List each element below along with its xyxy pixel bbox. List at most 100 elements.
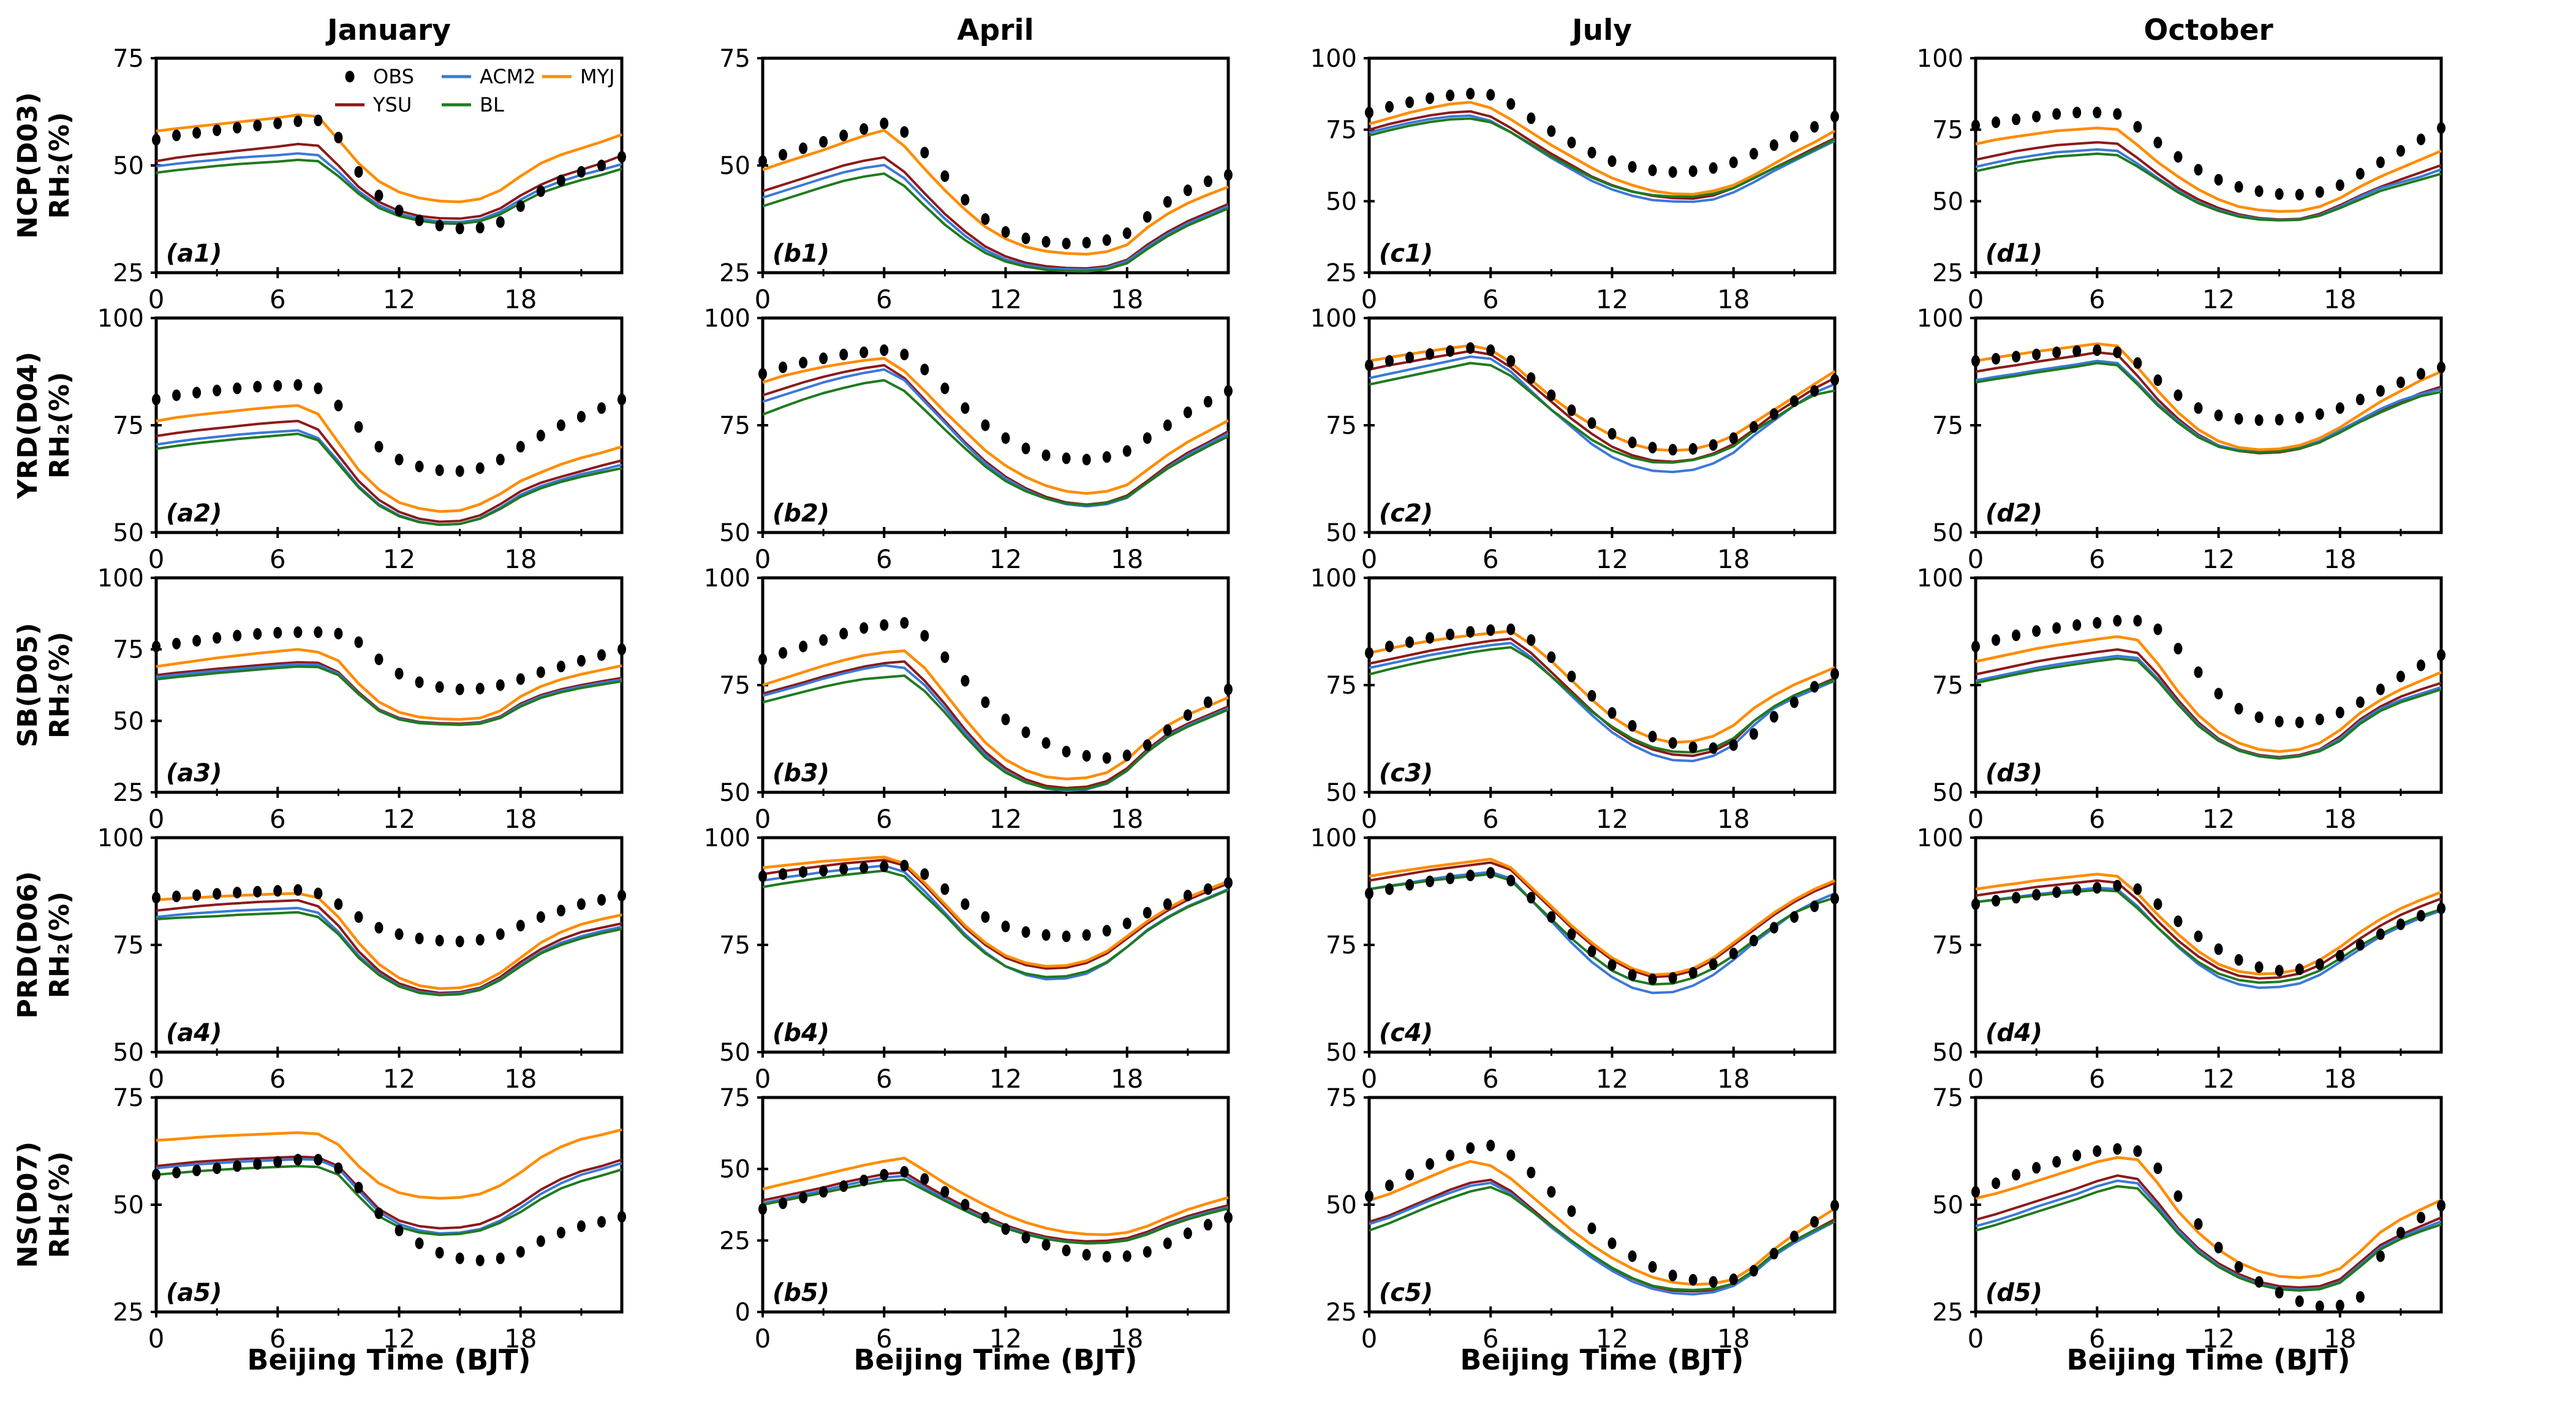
obs-dot [1971, 119, 1980, 132]
obs-dot [1122, 1250, 1131, 1262]
obs-dot [1709, 958, 1718, 970]
obs-dot [618, 393, 626, 406]
obs-dot [1830, 110, 1839, 123]
obs-dot [1527, 634, 1536, 646]
obs-dot [2214, 409, 2223, 422]
y-tick-label: 50 [1326, 1039, 1357, 1067]
obs-dot [2396, 376, 2405, 389]
obs-dot [2113, 108, 2122, 120]
obs-dot [1628, 969, 1637, 981]
x-tick-label: 18 [504, 804, 537, 834]
obs-dot [1567, 404, 1576, 416]
obs-dot [1709, 742, 1718, 754]
series-obs-dots [1971, 1143, 2446, 1313]
x-tick-label: 12 [989, 1064, 1022, 1094]
x-tick-label: 12 [2202, 544, 2235, 574]
x-tick-label: 6 [2089, 544, 2106, 574]
obs-dot [1041, 1238, 1051, 1251]
obs-dot [900, 860, 909, 871]
x-tick-label: 18 [1111, 804, 1143, 834]
obs-dot [1082, 237, 1091, 249]
series-line-bl [762, 869, 1229, 979]
series-line-bl [762, 379, 1229, 507]
x-tick-label: 18 [2324, 804, 2356, 834]
obs-dot [2254, 1276, 2264, 1288]
obs-dot [2214, 173, 2223, 186]
series-line-myj [1369, 857, 1835, 977]
obs-dot [1466, 870, 1475, 882]
x-tick-label: 0 [755, 284, 771, 314]
obs-dot [2254, 185, 2264, 197]
obs-dot [314, 1154, 323, 1166]
series-obs-dots [758, 860, 1233, 942]
obs-dot [152, 1169, 161, 1181]
obs-dot [2032, 889, 2041, 901]
obs-dot [839, 349, 848, 360]
obs-dot [2032, 625, 2041, 637]
obs-dot [1709, 439, 1718, 451]
obs-dot [2093, 1145, 2102, 1157]
y-tick-label: 75 [1932, 116, 1963, 145]
x-tick-label: 18 [1111, 1064, 1143, 1094]
panel-d3: 50 75 100 0 6 12 18 (d3) [1917, 564, 2446, 834]
x-tick-label: 18 [1717, 1324, 1750, 1354]
obs-dot [1789, 1230, 1799, 1243]
x-tick-label: 6 [876, 804, 893, 834]
panel-tag: (d1) [1985, 240, 2042, 268]
obs-dot [1992, 353, 2001, 365]
obs-dot [1648, 164, 1657, 176]
obs-dot [293, 626, 303, 639]
panel-tag: (a2) [166, 499, 222, 528]
obs-dot [536, 1235, 545, 1247]
obs-dot [192, 387, 202, 399]
obs-dot [799, 357, 808, 369]
x-tick-label: 12 [989, 804, 1022, 834]
obs-dot [920, 630, 929, 642]
obs-dot [1183, 709, 1192, 721]
series-obs-dots [758, 117, 1233, 249]
obs-dot [233, 629, 242, 642]
plot-frame [154, 576, 624, 794]
obs-dot [233, 1160, 242, 1172]
legend-label-bl: BL [480, 93, 504, 116]
obs-dot [273, 627, 282, 639]
y-tick-label: 100 [97, 564, 144, 593]
panel-tag: (b5) [772, 1279, 829, 1307]
obs-dot [1971, 640, 1980, 653]
obs-dot [1041, 449, 1051, 461]
obs-dot [1466, 1142, 1475, 1154]
obs-dot [779, 868, 788, 880]
obs-dot [1102, 234, 1111, 246]
obs-dot [2416, 368, 2425, 380]
obs-dot [1506, 623, 1516, 635]
obs-dot [1668, 166, 1677, 178]
obs-dot [1607, 1237, 1617, 1249]
obs-dot [920, 363, 929, 376]
y-tick-label: 75 [113, 636, 144, 664]
obs-dot [2437, 362, 2446, 373]
panel-tag: (b3) [772, 759, 829, 787]
obs-dot [1143, 907, 1152, 919]
x-tick-label: 6 [2089, 1324, 2106, 1354]
obs-dot [314, 626, 323, 639]
obs-dot [1385, 1180, 1394, 1191]
obs-dot [1830, 668, 1839, 680]
series-obs-dots [758, 1166, 1233, 1263]
y-tick-label: 100 [1310, 305, 1357, 333]
x-tick-label: 18 [1717, 544, 1750, 574]
obs-dot [1143, 1246, 1152, 1258]
obs-dot [253, 1158, 262, 1170]
obs-dot [1971, 1186, 1980, 1198]
series-line-bl [156, 1165, 622, 1236]
obs-dot [1769, 408, 1778, 420]
series-obs-dots [152, 1154, 626, 1267]
y-tick-label: 100 [1917, 564, 1963, 593]
obs-dot [455, 1253, 464, 1264]
series-obs-dots [152, 626, 626, 696]
obs-dot [1405, 96, 1415, 108]
obs-dot [900, 349, 909, 360]
obs-dot [2133, 615, 2142, 627]
obs-dot [334, 627, 343, 640]
obs-dot [618, 643, 626, 656]
obs-dot [516, 673, 525, 685]
